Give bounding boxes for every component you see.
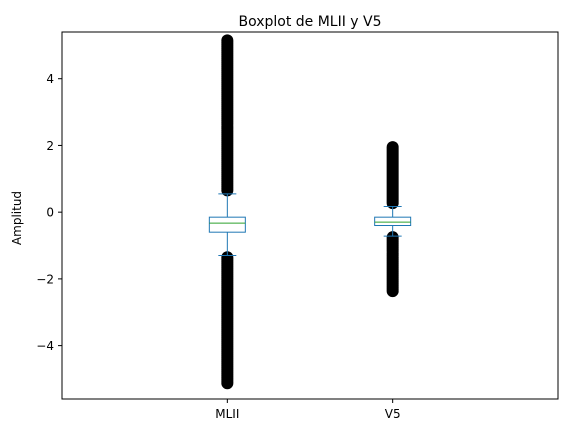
y-tick-label: 4 bbox=[46, 72, 54, 86]
y-tick-label: 2 bbox=[46, 139, 54, 153]
y-tick-label: −4 bbox=[36, 339, 54, 353]
plot-area: −4 −2 0 2 4 MLII V5 bbox=[36, 34, 412, 421]
x-tick-label: MLII bbox=[215, 407, 239, 421]
outlier-point bbox=[221, 377, 234, 390]
outlier-point bbox=[386, 285, 399, 298]
y-axis-label: Amplitud bbox=[10, 191, 24, 245]
iqr-box bbox=[208, 216, 246, 233]
x-tick-label: V5 bbox=[385, 407, 401, 421]
box-group-v5 bbox=[374, 141, 412, 298]
y-tick-label: −2 bbox=[36, 272, 54, 286]
chart-title: Boxplot de MLII y V5 bbox=[238, 14, 381, 30]
y-tick-label: 0 bbox=[46, 206, 54, 220]
iqr-box bbox=[374, 216, 412, 227]
box-group-mlii bbox=[208, 34, 246, 390]
plot-frame bbox=[61, 31, 559, 400]
